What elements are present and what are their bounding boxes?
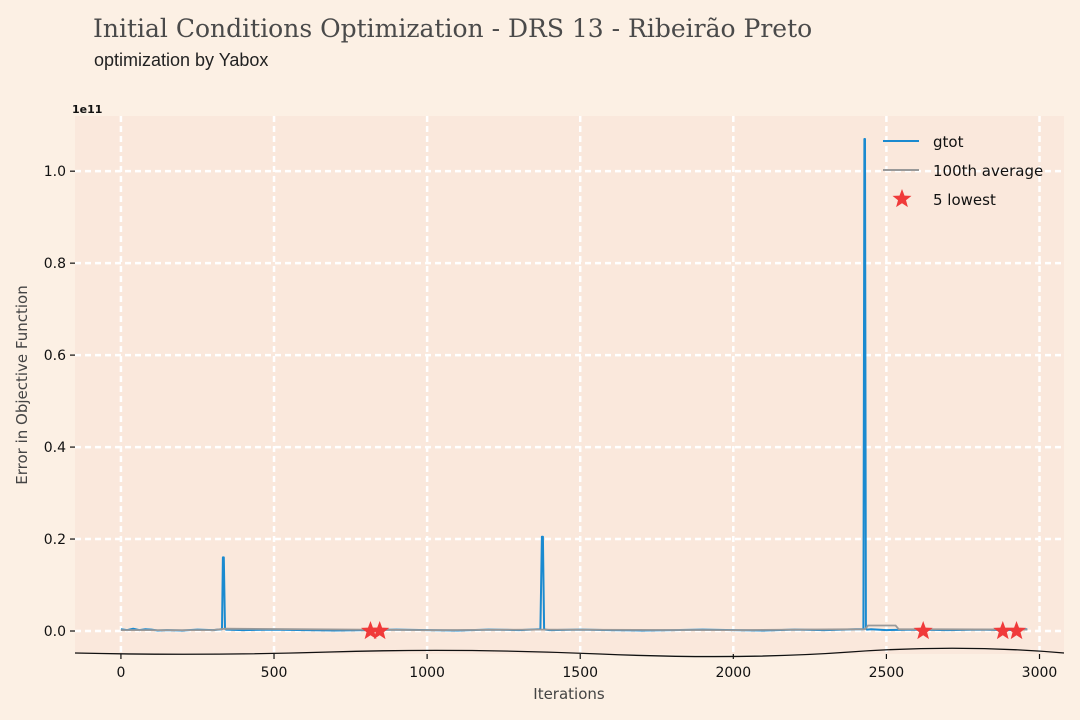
legend-lowest-swatch xyxy=(892,189,912,208)
y-offset-label: 1e11 xyxy=(72,103,102,116)
ticks: 0 500 1000 1500 2000 2500 3000 0.0 0.2 0.4 0.6 0.8 1… xyxy=(44,164,1058,681)
legend-label: gtot xyxy=(933,133,964,151)
lowest-star-marker xyxy=(1007,621,1027,640)
y-tick-label: 0.4 xyxy=(44,440,66,456)
x-axis-line xyxy=(74,647,1065,658)
x-tick-label: 0 xyxy=(116,665,125,681)
chart-subtitle: optimization by Yabox xyxy=(94,50,269,70)
legend: gtot 100th average 5 lowest xyxy=(883,133,1043,209)
x-tick-label: 3000 xyxy=(1022,665,1058,681)
y-tick-label: 0.8 xyxy=(44,256,66,272)
chart-title: Initial Conditions Optimization - DRS 13… xyxy=(93,14,813,43)
x-tick-label: 2000 xyxy=(715,665,751,681)
legend-label: 5 lowest xyxy=(933,191,996,209)
y-axis-label: Error in Objective Function xyxy=(13,285,31,484)
lowest-star-marker xyxy=(370,621,390,640)
x-tick-label: 500 xyxy=(261,665,288,681)
y-tick-label: 0.2 xyxy=(44,532,66,548)
x-tick-label: 1000 xyxy=(409,665,445,681)
y-tick-label: 0.6 xyxy=(44,348,66,364)
plot-area xyxy=(75,116,1064,654)
series-layer xyxy=(120,138,1028,640)
series-average-line xyxy=(120,624,1028,631)
legend-label: 100th average xyxy=(933,162,1043,180)
lowest-star-marker xyxy=(913,621,933,640)
y-tick-label: 1.0 xyxy=(44,164,66,180)
lowest-star-marker xyxy=(361,621,380,640)
grid xyxy=(75,116,1064,654)
x-axis-label: Iterations xyxy=(533,685,605,703)
y-tick-label: 0.0 xyxy=(44,624,66,640)
x-tick-label: 2500 xyxy=(869,665,905,681)
x-tick-label: 1500 xyxy=(562,665,598,681)
lowest-star-marker xyxy=(993,621,1013,640)
